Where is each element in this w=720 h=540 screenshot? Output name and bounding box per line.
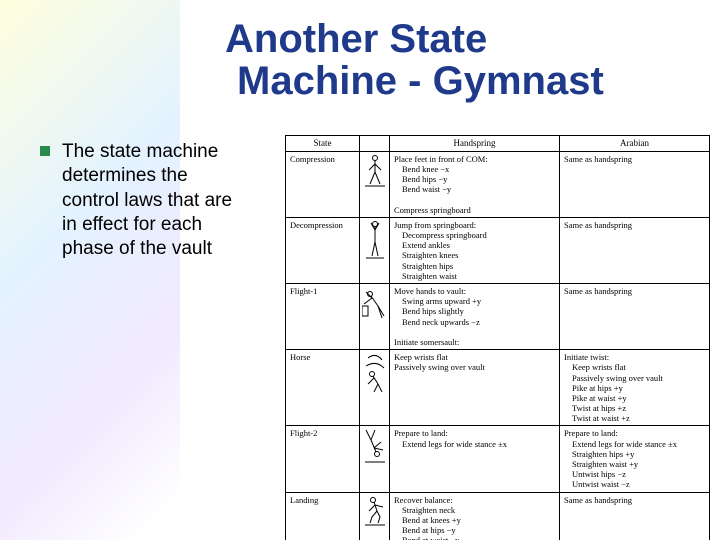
- figure-cell: [360, 151, 390, 217]
- table-row: Decompression Jump from springboard:Deco…: [286, 217, 710, 283]
- state-cell: Landing: [286, 492, 360, 540]
- col-arabian: Arabian: [560, 136, 710, 152]
- arabian-cell: Same as handspring: [560, 151, 710, 217]
- figure-cell: [360, 217, 390, 283]
- handspring-cell: Jump from springboard:Decompress springb…: [390, 217, 560, 283]
- arabian-cell: Initiate twist:Keep wrists flatPassively…: [560, 350, 710, 426]
- table-header-row: State Handspring Arabian: [286, 136, 710, 152]
- stick-figure-icon: [361, 220, 388, 260]
- stick-figure-icon: [361, 495, 388, 527]
- title-line-1: Another State: [225, 17, 487, 61]
- handspring-cell: Prepare to land:Extend legs for wide sta…: [390, 426, 560, 492]
- table-row: Horse Keep wrists flatPassively swing ov…: [286, 350, 710, 426]
- state-cell: Decompression: [286, 217, 360, 283]
- figure-cell: [360, 492, 390, 540]
- state-cell: Horse: [286, 350, 360, 426]
- col-handspring: Handspring: [390, 136, 560, 152]
- stick-figure-icon: [361, 428, 388, 464]
- col-figure: [360, 136, 390, 152]
- table-row: Flight-1 Move hands to vault:Swing arms …: [286, 284, 710, 350]
- arabian-cell: Same as handspring: [560, 284, 710, 350]
- bullet-item: The state machine determines the control…: [40, 140, 240, 262]
- handspring-cell: Move hands to vault:Swing arms upward +y…: [390, 284, 560, 350]
- handspring-cell: Keep wrists flatPassively swing over vau…: [390, 350, 560, 426]
- table-row: Landing Recover balance:Straighten neckB…: [286, 492, 710, 540]
- stick-figure-icon: [361, 286, 388, 322]
- bullet-text: The state machine determines the control…: [62, 140, 240, 262]
- handspring-cell: Place feet in front of COM:Bend knee −xB…: [390, 151, 560, 217]
- background-gradient: [0, 0, 180, 540]
- slide-title: Another State Machine - Gymnast: [225, 18, 604, 102]
- bullet-square-icon: [40, 146, 50, 156]
- handspring-cell: Recover balance:Straighten neckBend at k…: [390, 492, 560, 540]
- table: State Handspring Arabian Compression Pla…: [285, 135, 710, 540]
- figure-cell: [360, 350, 390, 426]
- title-line-2: Machine - Gymnast: [225, 59, 604, 103]
- state-cell: Flight-2: [286, 426, 360, 492]
- stick-figure-icon: [361, 154, 388, 188]
- table-body: Compression Place feet in front of COM:B…: [286, 151, 710, 540]
- state-machine-table: State Handspring Arabian Compression Pla…: [285, 135, 710, 540]
- arabian-cell: Prepare to land:Extend legs for wide sta…: [560, 426, 710, 492]
- state-cell: Flight-1: [286, 284, 360, 350]
- figure-cell: [360, 284, 390, 350]
- arabian-cell: Same as handspring: [560, 492, 710, 540]
- table-row: Compression Place feet in front of COM:B…: [286, 151, 710, 217]
- figure-cell: [360, 426, 390, 492]
- col-state: State: [286, 136, 360, 152]
- state-cell: Compression: [286, 151, 360, 217]
- stick-figure-icon: [361, 352, 388, 394]
- arabian-cell: Same as handspring: [560, 217, 710, 283]
- table-row: Flight-2 Prepare to land:Extend legs for…: [286, 426, 710, 492]
